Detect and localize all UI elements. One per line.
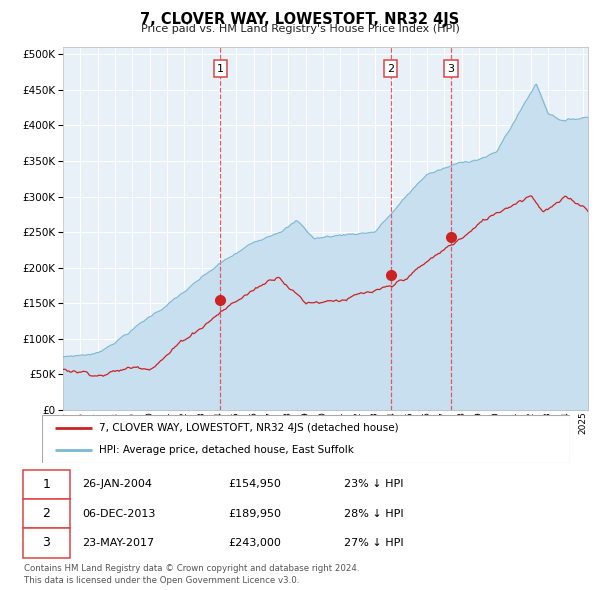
Text: 06-DEC-2013: 06-DEC-2013 [82,509,155,519]
Text: 1: 1 [43,478,50,491]
FancyBboxPatch shape [23,528,70,558]
Text: 28% ↓ HPI: 28% ↓ HPI [344,509,404,519]
Text: Price paid vs. HM Land Registry's House Price Index (HPI): Price paid vs. HM Land Registry's House … [140,24,460,34]
Text: HPI: Average price, detached house, East Suffolk: HPI: Average price, detached house, East… [99,445,354,455]
Text: 26-JAN-2004: 26-JAN-2004 [82,480,152,489]
Text: 7, CLOVER WAY, LOWESTOFT, NR32 4JS (detached house): 7, CLOVER WAY, LOWESTOFT, NR32 4JS (deta… [99,423,398,433]
Text: £243,000: £243,000 [228,538,281,548]
Text: 7, CLOVER WAY, LOWESTOFT, NR32 4JS: 7, CLOVER WAY, LOWESTOFT, NR32 4JS [140,12,460,27]
Text: 1: 1 [217,64,224,74]
Text: 3: 3 [448,64,454,74]
Text: 3: 3 [43,536,50,549]
FancyBboxPatch shape [23,470,70,499]
Text: £154,950: £154,950 [228,480,281,489]
Text: 2: 2 [43,507,50,520]
Text: Contains HM Land Registry data © Crown copyright and database right 2024.: Contains HM Land Registry data © Crown c… [24,564,359,573]
Text: 2: 2 [387,64,394,74]
Text: 23-MAY-2017: 23-MAY-2017 [82,538,154,548]
Text: 27% ↓ HPI: 27% ↓ HPI [344,538,404,548]
Text: This data is licensed under the Open Government Licence v3.0.: This data is licensed under the Open Gov… [24,576,299,585]
FancyBboxPatch shape [23,499,70,528]
Text: £189,950: £189,950 [228,509,281,519]
Text: 23% ↓ HPI: 23% ↓ HPI [344,480,404,489]
